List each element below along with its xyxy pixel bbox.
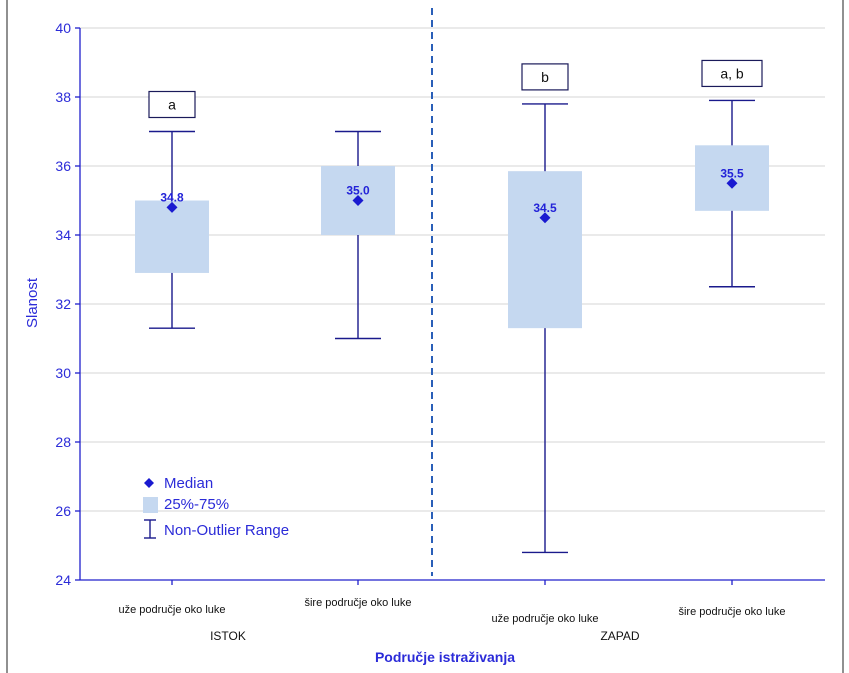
boxes: 34.8 a 35.0 34.5 b 35.5 a, b [135,59,769,554]
significance-label: a, b [720,65,744,81]
legend: Median 25%-75% Non-Outlier Range [143,475,289,539]
legend-label-median: Median [164,475,213,492]
box-group: 35.0 [321,130,395,340]
median-marker [539,212,551,224]
y-tick-label: 28 [55,434,71,450]
box-group: 34.8 a [135,90,209,329]
median-marker [726,177,738,189]
box-group: 34.5 b [508,63,582,554]
box-group: 35.5 a, b [695,59,769,288]
y-tick-label: 40 [55,20,71,36]
significance-box [701,59,763,88]
x-tick-label: šire područje oko luke [304,597,411,609]
x-axis-label: Područje istraživanja [375,649,515,665]
legend-box-swatch [143,497,158,513]
median-label: 34.8 [160,190,184,204]
iqr-box [508,171,582,329]
median-marker [166,201,178,213]
axes: 24 26 28 30 32 34 36 38 40 uže područje oko luke š… [55,20,825,643]
significance-label: b [541,69,549,85]
legend-median-swatch [144,478,154,488]
median-label: 35.5 [720,166,744,180]
y-tick-label: 38 [55,89,71,105]
median-label: 35.0 [346,184,370,198]
y-tick-label: 32 [55,296,71,312]
legend-label-whisker: Non-Outlier Range [164,522,289,539]
y-tick-label: 36 [55,158,71,174]
group-label: ZAPAD [600,629,639,643]
x-tick-label: šire područje oko luke [678,606,785,618]
x-tick-label: uže područje oko luke [491,613,598,625]
median-marker [352,195,364,206]
significance-box [148,90,196,119]
y-axis-label: Slanost [24,277,41,328]
legend-label-box: 25%-75% [164,496,229,513]
y-tick-label: 30 [55,365,71,381]
y-tick-label: 26 [55,503,71,519]
significance-box [521,63,569,91]
legend-whisker-swatch [144,519,156,539]
y-tick-label: 34 [55,227,71,243]
x-tick-label: uže područje oko luke [118,604,225,616]
group-label: ISTOK [210,629,246,643]
significance-label: a [168,97,176,113]
y-tick-label: 24 [55,572,71,588]
median-label: 34.5 [533,201,557,215]
